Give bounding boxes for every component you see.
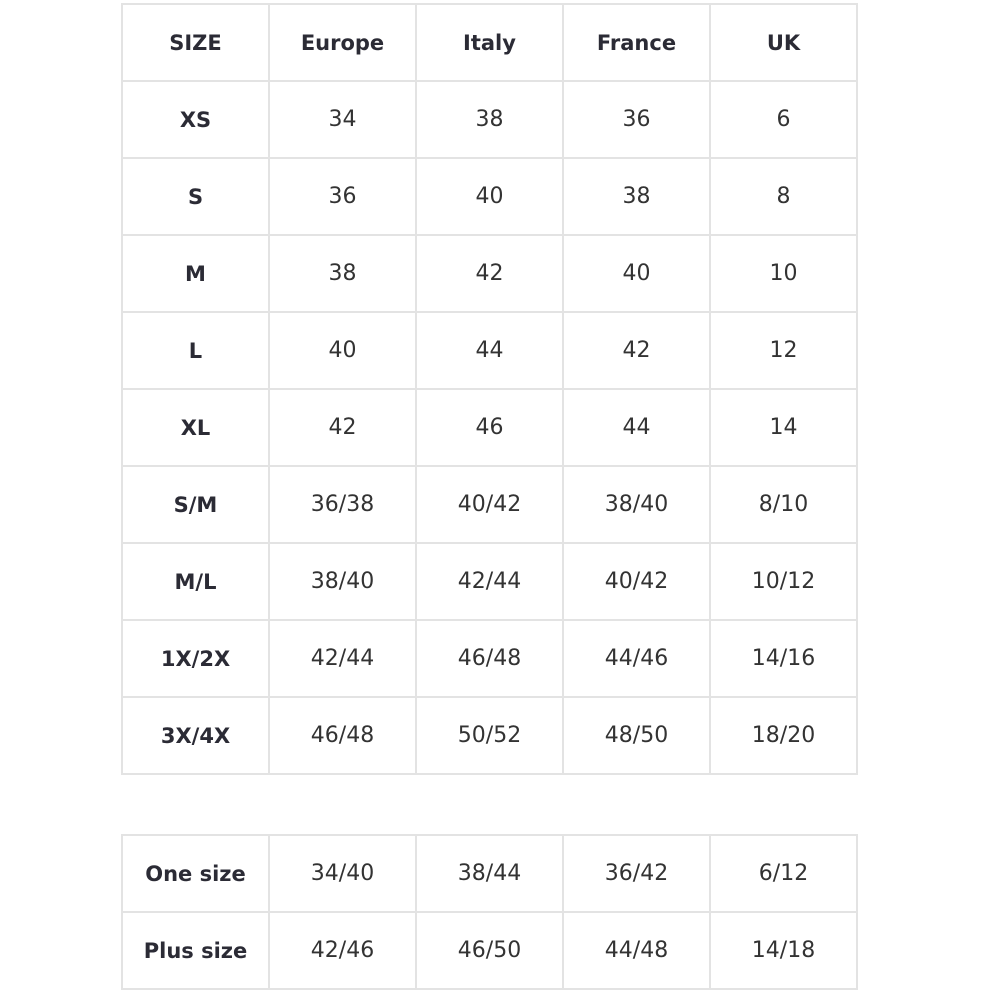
table-row: 1X/2X 42/44 46/48 44/46 14/16 xyxy=(121,619,858,698)
table-row: S/M 36/38 40/42 38/40 8/10 xyxy=(121,465,858,544)
table-row: M 38 42 40 10 xyxy=(121,234,858,313)
table-row: Plus size 42/46 46/50 44/48 14/18 xyxy=(121,911,858,990)
size-value-cell: 40/42 xyxy=(562,542,711,621)
column-header: France xyxy=(562,3,711,82)
size-value-cell: 6/12 xyxy=(709,834,858,913)
size-value-cell: 18/20 xyxy=(709,696,858,775)
column-header: SIZE xyxy=(121,3,270,82)
size-conversion-table: SIZE Europe Italy France UK XS 34 38 36 6 S 36 40 38 8… xyxy=(121,3,858,775)
column-header: Europe xyxy=(268,3,417,82)
table-row: XL 42 46 44 14 xyxy=(121,388,858,467)
size-value-cell: 36 xyxy=(562,80,711,159)
size-value-cell: 46/48 xyxy=(415,619,564,698)
size-value-cell: 46/48 xyxy=(268,696,417,775)
size-label-cell: M xyxy=(121,234,270,313)
table-row: One size 34/40 38/44 36/42 6/12 xyxy=(121,834,858,913)
size-label-cell: M/L xyxy=(121,542,270,621)
table-row: L 40 44 42 12 xyxy=(121,311,858,390)
table-row: S 36 40 38 8 xyxy=(121,157,858,236)
size-value-cell: 38 xyxy=(562,157,711,236)
size-label-cell: 3X/4X xyxy=(121,696,270,775)
size-value-cell: 40 xyxy=(415,157,564,236)
size-value-cell: 38 xyxy=(415,80,564,159)
size-value-cell: 34 xyxy=(268,80,417,159)
size-value-cell: 38/40 xyxy=(562,465,711,544)
table-row: M/L 38/40 42/44 40/42 10/12 xyxy=(121,542,858,621)
size-value-cell: 36/42 xyxy=(562,834,711,913)
size-value-cell: 42/44 xyxy=(415,542,564,621)
size-value-cell: 42/44 xyxy=(268,619,417,698)
size-value-cell: 44/46 xyxy=(562,619,711,698)
size-label-cell: S/M xyxy=(121,465,270,544)
size-value-cell: 44 xyxy=(562,388,711,467)
size-value-cell: 46/50 xyxy=(415,911,564,990)
size-value-cell: 42 xyxy=(562,311,711,390)
size-value-cell: 38/44 xyxy=(415,834,564,913)
size-label-cell: XS xyxy=(121,80,270,159)
size-value-cell: 42 xyxy=(268,388,417,467)
size-value-cell: 34/40 xyxy=(268,834,417,913)
size-value-cell: 14/18 xyxy=(709,911,858,990)
size-value-cell: 46 xyxy=(415,388,564,467)
size-value-cell: 48/50 xyxy=(562,696,711,775)
size-value-cell: 14 xyxy=(709,388,858,467)
size-value-cell: 40 xyxy=(268,311,417,390)
size-value-cell: 42 xyxy=(415,234,564,313)
size-value-cell: 38/40 xyxy=(268,542,417,621)
size-value-cell: 10/12 xyxy=(709,542,858,621)
size-value-cell: 44 xyxy=(415,311,564,390)
size-value-cell: 42/46 xyxy=(268,911,417,990)
size-value-cell: 36 xyxy=(268,157,417,236)
size-value-cell: 40/42 xyxy=(415,465,564,544)
size-label-cell: XL xyxy=(121,388,270,467)
size-label-cell: One size xyxy=(121,834,270,913)
size-value-cell: 6 xyxy=(709,80,858,159)
column-header: Italy xyxy=(415,3,564,82)
size-value-cell: 10 xyxy=(709,234,858,313)
header-row: SIZE Europe Italy France UK xyxy=(121,3,858,82)
size-value-cell: 44/48 xyxy=(562,911,711,990)
size-value-cell: 14/16 xyxy=(709,619,858,698)
table-row: 3X/4X 46/48 50/52 48/50 18/20 xyxy=(121,696,858,775)
size-value-cell: 50/52 xyxy=(415,696,564,775)
size-label-cell: Plus size xyxy=(121,911,270,990)
size-value-cell: 8/10 xyxy=(709,465,858,544)
size-value-cell: 8 xyxy=(709,157,858,236)
size-value-cell: 12 xyxy=(709,311,858,390)
size-label-cell: L xyxy=(121,311,270,390)
column-header: UK xyxy=(709,3,858,82)
size-label-cell: S xyxy=(121,157,270,236)
size-value-cell: 38 xyxy=(268,234,417,313)
size-label-cell: 1X/2X xyxy=(121,619,270,698)
table-row: XS 34 38 36 6 xyxy=(121,80,858,159)
size-value-cell: 36/38 xyxy=(268,465,417,544)
size-value-cell: 40 xyxy=(562,234,711,313)
special-sizes-table: One size 34/40 38/44 36/42 6/12 Plus size 42/4… xyxy=(121,834,858,990)
